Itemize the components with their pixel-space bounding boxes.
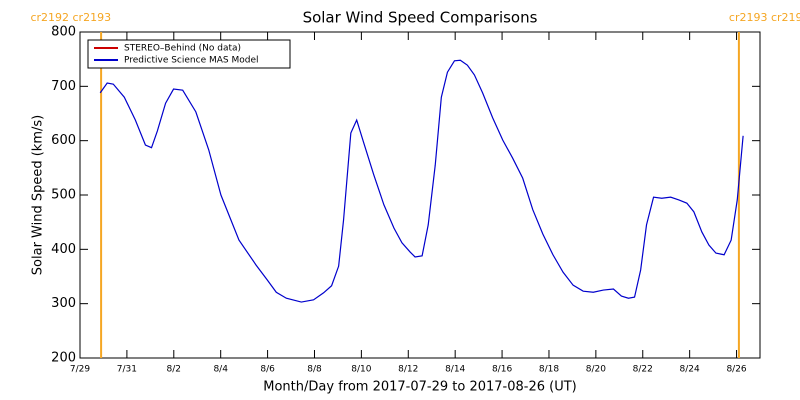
x-tick-label: 8/12 (398, 365, 418, 375)
x-tick-label: 8/4 (213, 365, 228, 375)
x-tick-label: 8/26 (726, 365, 746, 375)
legend-box (87, 39, 291, 69)
y-tick-label: 400 (51, 242, 76, 257)
y-tick-label: 600 (51, 133, 76, 148)
x-tick-label: 8/22 (633, 365, 653, 375)
data-line (99, 59, 744, 303)
x-axis-label: Month/Day from 2017-07-29 to 2017-08-26 … (263, 380, 576, 395)
x-tick-label: 8/8 (307, 365, 322, 375)
y-tick-label: 700 (51, 79, 76, 94)
y-axis-label: Solar Wind Speed (km/s) (31, 115, 46, 275)
x-tick-label: 8/20 (586, 365, 606, 375)
x-tick-label: 8/10 (351, 365, 371, 375)
x-tick-label: 8/2 (167, 365, 181, 375)
x-tick-label: 8/18 (539, 365, 559, 375)
legend-label: Predictive Science MAS Model (124, 56, 259, 66)
y-tick-label: 300 (51, 296, 76, 311)
x-tick-label: 8/24 (680, 365, 700, 375)
x-tick-label: 7/29 (70, 365, 90, 375)
x-tick-label: 8/6 (260, 365, 275, 375)
x-tick-label: 8/14 (445, 365, 465, 375)
x-tick-label: 8/16 (492, 365, 512, 375)
y-tick-label: 800 (51, 25, 76, 40)
marker-label: cr2193 cr2194 (729, 11, 800, 24)
x-tick-label: 7/31 (117, 365, 137, 375)
legend-label: STEREO–Behind (No data) (124, 44, 241, 54)
y-tick-label: 200 (51, 351, 76, 366)
marker-label: cr2192 cr2193 (30, 11, 111, 24)
chart-title: Solar Wind Speed Comparisons (303, 9, 538, 27)
y-tick-label: 500 (51, 188, 76, 203)
